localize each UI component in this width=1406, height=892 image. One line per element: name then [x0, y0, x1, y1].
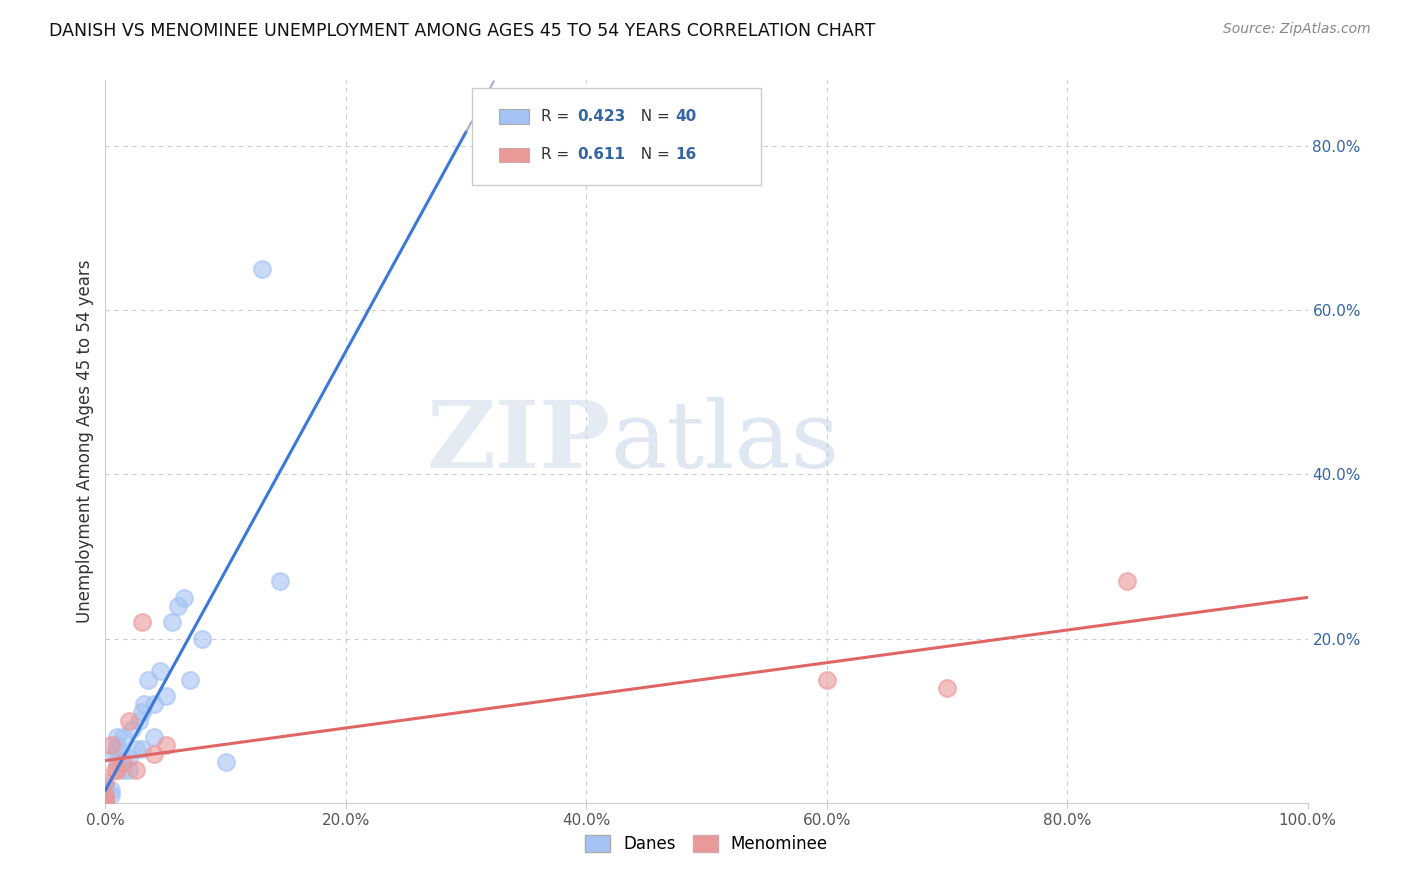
Point [155, 739, 177, 753]
Text: 40: 40 [675, 109, 697, 124]
Point [155, 689, 177, 703]
Text: 16: 16 [675, 147, 697, 162]
Point [104, 747, 127, 761]
Point [112, 763, 135, 777]
Point [94, 780, 117, 794]
Text: ZIP: ZIP [426, 397, 610, 486]
Point [124, 742, 146, 756]
Point [104, 763, 127, 777]
Point [173, 591, 195, 605]
Point [160, 615, 183, 630]
Point [142, 747, 165, 761]
Point [94, 783, 117, 797]
Text: N =: N = [631, 109, 675, 124]
Point [142, 730, 165, 744]
Point [131, 615, 153, 630]
Text: R =: R = [541, 147, 579, 162]
Point [214, 755, 236, 769]
Point [112, 755, 135, 769]
FancyBboxPatch shape [499, 147, 529, 162]
Point [94, 796, 117, 810]
Point [94, 796, 117, 810]
Point [94, 796, 117, 810]
Point [107, 755, 129, 769]
Point [107, 763, 129, 777]
Point [118, 763, 141, 777]
Point [815, 673, 838, 687]
Y-axis label: Unemployment Among Ages 45 to 54 years: Unemployment Among Ages 45 to 54 years [76, 260, 94, 624]
Point [179, 673, 201, 687]
Point [118, 714, 141, 728]
Point [112, 730, 135, 744]
Point [121, 722, 143, 736]
Point [94, 788, 117, 802]
Text: N =: N = [631, 147, 675, 162]
Point [94, 788, 117, 802]
Text: 0.423: 0.423 [576, 109, 626, 124]
Text: atlas: atlas [610, 397, 839, 486]
Point [936, 681, 959, 695]
Point [128, 714, 150, 728]
Point [132, 698, 155, 712]
Point [94, 791, 117, 805]
Point [148, 665, 170, 679]
Point [131, 706, 153, 720]
FancyBboxPatch shape [472, 87, 761, 185]
Point [94, 775, 117, 789]
Point [94, 791, 117, 805]
Point [269, 574, 291, 588]
Point [100, 783, 122, 797]
Text: R =: R = [541, 109, 574, 124]
Point [107, 739, 129, 753]
Point [94, 796, 117, 810]
Legend: Danes, Menominee: Danes, Menominee [578, 828, 835, 860]
Point [136, 673, 159, 687]
Point [124, 763, 146, 777]
Text: Source: ZipAtlas.com: Source: ZipAtlas.com [1223, 22, 1371, 37]
Point [94, 788, 117, 802]
Text: DANISH VS MENOMINEE UNEMPLOYMENT AMONG AGES 45 TO 54 YEARS CORRELATION CHART: DANISH VS MENOMINEE UNEMPLOYMENT AMONG A… [49, 22, 876, 40]
Point [190, 632, 212, 646]
Point [142, 698, 165, 712]
Point [250, 262, 273, 277]
Point [100, 788, 122, 802]
Point [118, 750, 141, 764]
Point [94, 791, 117, 805]
Point [1116, 574, 1139, 588]
Point [107, 742, 129, 756]
FancyBboxPatch shape [499, 110, 529, 124]
Point [107, 730, 129, 744]
Point [166, 599, 188, 613]
Text: 0.611: 0.611 [576, 147, 624, 162]
Point [100, 739, 122, 753]
Point [131, 742, 153, 756]
Point [94, 791, 117, 805]
